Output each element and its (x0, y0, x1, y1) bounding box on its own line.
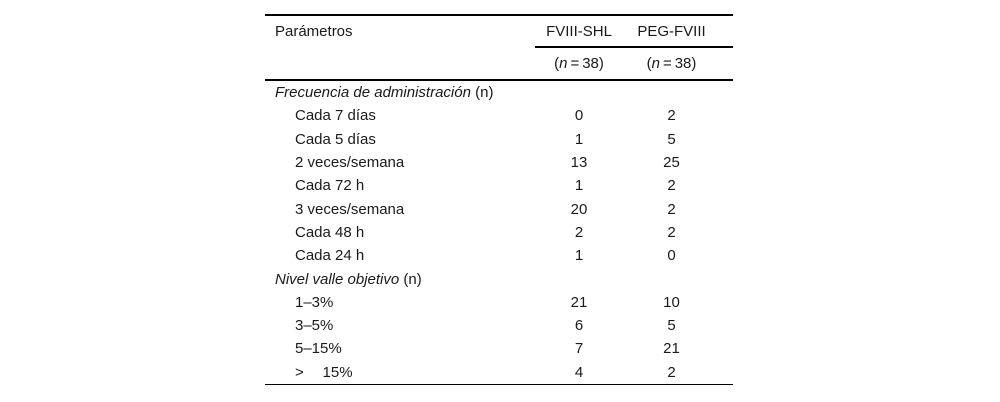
cell-peg-fviii: 5 (667, 130, 676, 148)
header-empty-cell (265, 47, 535, 81)
cell-peg-fviii (623, 267, 720, 290)
row-label: 5–15% (295, 340, 342, 358)
table-row-cada-7-dias: Cada 7 días 0 2 (265, 104, 733, 127)
cell-fviii-shl: 13 (570, 154, 588, 172)
row-label: Cada 24 h (295, 247, 365, 265)
table-row-3-veces-semana: 3 veces/semana 20 2 (265, 197, 733, 220)
row-label: > 15% (265, 360, 535, 385)
column-header-parameters: Parámetros (265, 14, 535, 47)
cell-peg-fviii: 5 (667, 317, 676, 335)
header-row-groups: Parámetros FVIII-SHL PEG-FVIII (265, 14, 733, 48)
section-label-roman: (n) (470, 84, 494, 102)
n-var: n (651, 55, 660, 72)
column-header-peg-fviii: PEG-FVIII (623, 14, 720, 48)
column-header-fviii-shl: FVIII-SHL (535, 14, 623, 48)
section-label: Frecuencia de administración (n) (265, 80, 535, 104)
cell-peg-fviii: 2 (667, 200, 676, 218)
header-spacer (720, 47, 733, 81)
row-spacer (720, 174, 733, 197)
parameters-table: Parámetros FVIII-SHL PEG-FVIII (n = 38) … (265, 14, 733, 385)
cell-fviii-shl: 21 (570, 293, 588, 311)
row-label: Cada 7 días (295, 107, 376, 125)
cell-fviii-shl: 20 (570, 200, 588, 218)
row-spacer (720, 337, 733, 360)
row-spacer (720, 128, 733, 151)
table-row-section-nivel-valle: Nivel valle objetivo (n) (265, 267, 733, 290)
row-label: 3 veces/semana (295, 200, 405, 218)
cell-peg-fviii: 2 (667, 107, 676, 125)
table-row-cada-72-h: Cada 72 h 1 2 (265, 174, 733, 197)
row-label: 2 veces/semana (295, 154, 405, 172)
row-spacer (720, 80, 733, 104)
n-count-peg-fviii: (n = 38) (623, 47, 720, 81)
cell-fviii-shl: 0 (574, 107, 584, 125)
n-value: = 38) (659, 55, 697, 72)
table-row-section-frecuencia: Frecuencia de administración (n) (265, 80, 733, 104)
row-label: Cada 5 días (295, 130, 376, 148)
cell-peg-fviii: 2 (623, 360, 720, 385)
table-row-gt-15-pct: > 15% 4 2 (265, 360, 733, 385)
cell-peg-fviii: 2 (667, 177, 676, 195)
row-spacer (720, 291, 733, 314)
row-spacer (720, 267, 733, 290)
n-open: ( (646, 55, 652, 72)
row-label: Cada 48 h (295, 223, 365, 241)
section-label-italic: Nivel valle objetivo (275, 270, 400, 288)
cell-peg-fviii: 0 (667, 247, 676, 265)
cell-peg-fviii: 10 (663, 293, 680, 311)
table-header: Parámetros FVIII-SHL PEG-FVIII (n = 38) … (265, 14, 733, 81)
section-label: Nivel valle objetivo (n) (265, 267, 535, 290)
n-open: ( (554, 55, 560, 72)
row-label: 3–5% (295, 317, 334, 335)
row-spacer (720, 151, 733, 174)
cell-fviii-shl: 1 (574, 130, 584, 148)
header-row-n: (n = 38) (n = 38) (265, 47, 733, 81)
parameters-table-container: Parámetros FVIII-SHL PEG-FVIII (n = 38) … (265, 14, 733, 385)
row-spacer (720, 197, 733, 220)
n-var: n (559, 55, 568, 72)
cell-fviii-shl (535, 267, 623, 290)
cell-peg-fviii: 2 (667, 223, 676, 241)
row-label: Cada 72 h (295, 177, 365, 195)
row-label: 1–3% (295, 293, 334, 311)
table-row-cada-5-dias: Cada 5 días 1 5 (265, 128, 733, 151)
table-row-cada-48-h: Cada 48 h 2 2 (265, 221, 733, 244)
cell-peg-fviii (623, 80, 720, 104)
cell-fviii-shl (535, 80, 623, 104)
cell-fviii-shl: 1 (574, 247, 584, 265)
table-row-cada-24-h: Cada 24 h 1 0 (265, 244, 733, 267)
table-row-2-veces-semana: 2 veces/semana 13 25 (265, 151, 733, 174)
table-body: Frecuencia de administración (n) Cada 7 … (265, 80, 733, 385)
row-spacer (720, 244, 733, 267)
table-row-1-3-pct: 1–3% 21 10 (265, 291, 733, 314)
row-spacer (720, 314, 733, 337)
cell-peg-fviii: 25 (663, 154, 680, 172)
n-value: = 38) (567, 55, 604, 72)
row-spacer (720, 221, 733, 244)
section-label-roman: (n) (399, 270, 422, 288)
header-spacer (720, 14, 733, 48)
row-spacer (720, 104, 733, 127)
section-label-italic: Frecuencia de administración (275, 84, 471, 102)
cell-fviii-shl: 4 (535, 360, 623, 385)
table-row-5-15-pct: 5–15% 7 21 (265, 337, 733, 360)
row-spacer (720, 360, 733, 385)
cell-fviii-shl: 1 (574, 177, 584, 195)
cell-fviii-shl: 6 (574, 317, 584, 335)
cell-fviii-shl: 2 (574, 223, 584, 241)
cell-fviii-shl: 7 (574, 340, 584, 358)
table-row-3-5-pct: 3–5% 6 5 (265, 314, 733, 337)
n-count-fviii-shl: (n = 38) (535, 47, 623, 81)
cell-peg-fviii: 21 (663, 340, 680, 358)
